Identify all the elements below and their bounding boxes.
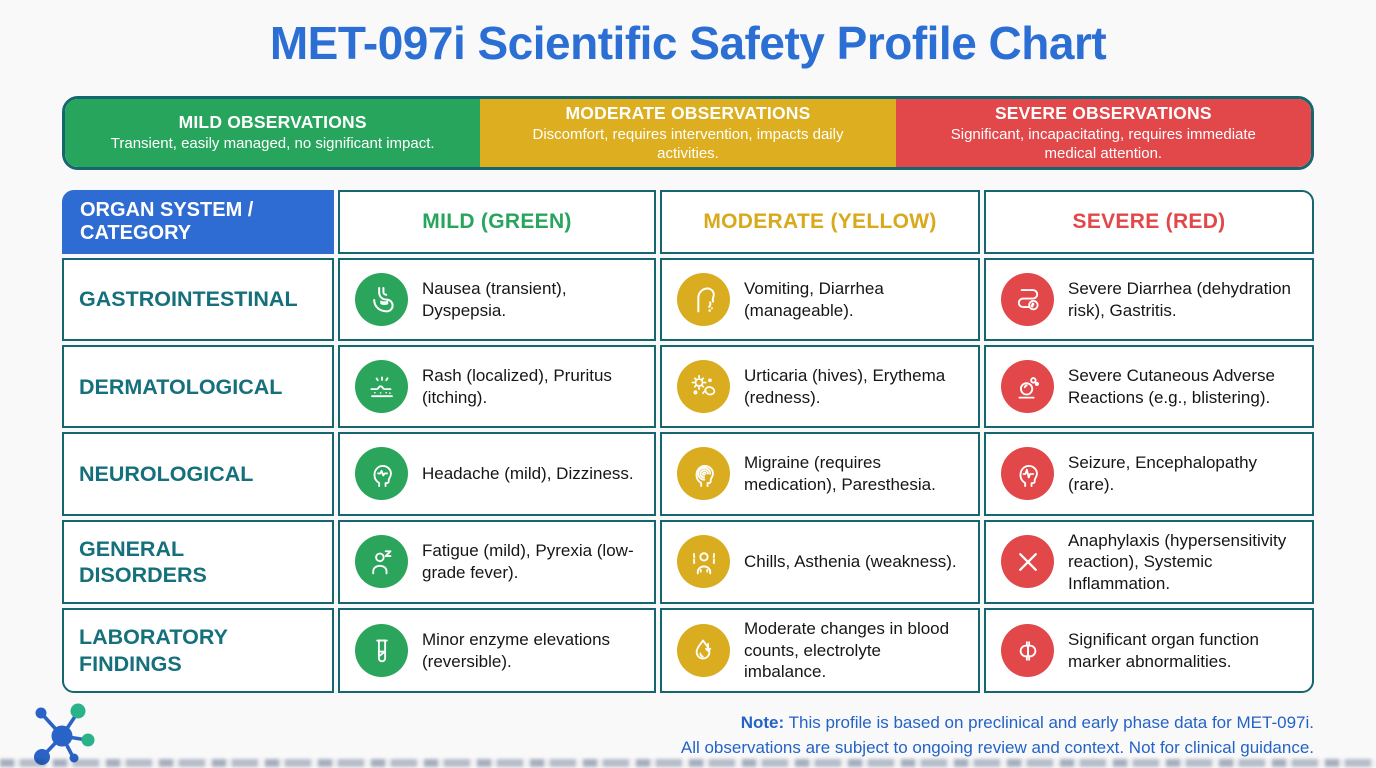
observation-text: Seizure, Encephalopathy (rare). [1068, 453, 1258, 494]
severity-legend: MILD OBSERVATIONS Transient, easily mana… [62, 96, 1314, 170]
legend-mild: MILD OBSERVATIONS Transient, easily mana… [65, 99, 481, 167]
legend-moderate-description: Discomfort, requires intervention, impac… [532, 126, 844, 162]
icon-circle [355, 447, 408, 501]
blurred-fine-print-strip [0, 759, 1376, 767]
blister-icon [1018, 376, 1039, 399]
blood-drop-icon [695, 639, 711, 660]
legend-mild-description: Transient, easily managed, no significan… [110, 135, 435, 153]
observation-text: Vomiting, Diarrhea (manageable). [744, 279, 884, 320]
legend-moderate: MODERATE OBSERVATIONS Discomfort, requir… [480, 99, 896, 167]
cell-gastrointestinal-moderate: Vomiting, Diarrhea (manageable). [660, 258, 980, 342]
icon-circle [677, 273, 730, 327]
observation-text: Urticaria (hives), Erythema (redness). [744, 366, 946, 407]
legend-severe: SEVERE OBSERVATIONS Significant, incapac… [895, 99, 1311, 167]
observation-text: Migraine (requires medication), Paresthe… [744, 453, 936, 494]
category-cell-neurological: NEUROLOGICAL [62, 432, 334, 516]
column-header-mild: MILD (GREEN) [338, 190, 656, 254]
category-cell-laboratory-findings: LABORATORY FINDINGS [62, 608, 334, 693]
hives-icon [691, 374, 715, 396]
seizure-icon [1019, 464, 1038, 487]
legend-severe-description: Significant, incapacitating, requires im… [950, 126, 1256, 162]
observation-text: Fatigue (mild), Pyrexia (low-grade fever… [422, 541, 634, 582]
anaphylaxis-x-icon [1018, 552, 1037, 571]
category-cell-general-disorders: GENERAL DISORDERS [62, 519, 334, 605]
footer-note-line2: All observations are subject to ongoing … [680, 737, 1314, 757]
cell-general-disorders-moderate: Chills, Asthenia (weakness). [660, 519, 980, 605]
test-tube-icon [375, 639, 388, 662]
icon-circle [1001, 535, 1054, 589]
legend-moderate-title: MODERATE OBSERVATIONS [565, 103, 811, 124]
cell-general-disorders-mild: Fatigue (mild), Pyrexia (low-grade fever… [338, 519, 656, 605]
skin-rash-icon [369, 376, 393, 397]
footer-note: Note: This profile is based on preclinic… [681, 711, 1314, 760]
icon-circle [1001, 273, 1054, 327]
observation-text: Severe Cutaneous Adverse Reactions (e.g.… [1068, 366, 1275, 407]
footer-note-line1: Note: This profile is based on preclinic… [681, 711, 1314, 736]
cell-neurological-mild: Headache (mild), Dizziness. [338, 432, 656, 516]
intestines-icon [1017, 288, 1039, 310]
fatigue-icon [371, 550, 391, 575]
cell-gastrointestinal-mild: Nausea (transient), Dyspepsia. [338, 258, 656, 342]
column-header-severe: SEVERE (RED) [984, 190, 1314, 254]
legend-severe-title: SEVERE OBSERVATIONS [994, 103, 1212, 124]
cell-gastrointestinal-severe: Severe Diarrhea (dehydration risk), Gast… [984, 258, 1314, 342]
observation-text: Chills, Asthenia (weakness). [744, 552, 957, 572]
icon-circle [677, 447, 730, 501]
cell-neurological-moderate: Migraine (requires medication), Paresthe… [660, 432, 980, 516]
icon-circle [677, 624, 730, 678]
legend-mild-title: MILD OBSERVATIONS [178, 112, 367, 133]
note-label: Note: [740, 713, 785, 732]
category-cell-dermatological: DERMATOLOGICAL [62, 345, 334, 429]
column-header-moderate: MODERATE (YELLOW) [660, 190, 980, 254]
cell-neurological-severe: Seizure, Encephalopathy (rare). [984, 432, 1314, 516]
column-header-organ-system: ORGAN SYSTEM / CATEGORY [62, 190, 334, 254]
icon-circle [355, 360, 408, 414]
cell-dermatological-mild: Rash (localized), Pruritus (itching). [338, 345, 656, 429]
observation-text: Anaphylaxis (hypersensitivity reaction),… [1068, 530, 1287, 593]
icon-circle [1001, 624, 1054, 678]
observation-text: Significant organ function marker abnorm… [1068, 630, 1259, 671]
cell-dermatological-severe: Severe Cutaneous Adverse Reactions (e.g.… [984, 345, 1314, 429]
page-title: MET-097i Scientific Safety Profile Chart [269, 17, 1107, 69]
observation-text: Severe Diarrhea (dehydration risk), Gast… [1068, 279, 1292, 320]
observation-text: Headache (mild), Dizziness. [422, 464, 634, 484]
cell-dermatological-moderate: Urticaria (hives), Erythema (redness). [660, 345, 980, 429]
cell-laboratory-findings-mild: Minor enzyme elevations (reversible). [338, 608, 656, 693]
head-pulse-icon [373, 464, 392, 487]
migraine-icon [695, 464, 714, 487]
stomach-icon [372, 286, 394, 312]
category-cell-gastrointestinal: GASTROINTESTINAL [62, 258, 334, 342]
cell-laboratory-findings-moderate: Moderate changes in blood counts, electr… [660, 608, 980, 693]
icon-circle [355, 535, 408, 589]
icon-circle [677, 535, 730, 589]
nausea-person-icon [696, 287, 715, 312]
icon-circle [355, 624, 408, 678]
cell-laboratory-findings-severe: Significant organ function marker abnorm… [984, 608, 1314, 693]
observation-text: Nausea (transient), Dyspepsia. [422, 279, 567, 320]
cell-general-disorders-severe: Anaphylaxis (hypersensitivity reaction),… [984, 519, 1314, 605]
observation-text: Moderate changes in blood counts, electr… [744, 619, 950, 682]
icon-circle [1001, 360, 1054, 414]
icon-circle [1001, 447, 1054, 501]
icon-circle [677, 360, 730, 414]
safety-profile-table: ORGAN SYSTEM / CATEGORY MILD (GREEN) MOD… [62, 190, 1314, 693]
observation-text: Rash (localized), Pruritus (itching). [422, 366, 612, 407]
molecule-logo [34, 703, 95, 765]
icon-circle [355, 273, 408, 327]
chills-icon [692, 552, 715, 575]
kidneys-icon [1019, 640, 1036, 661]
observation-text: Minor enzyme elevations (reversible). [422, 630, 611, 671]
note-line1-text: This profile is based on preclinical and… [784, 713, 1314, 732]
